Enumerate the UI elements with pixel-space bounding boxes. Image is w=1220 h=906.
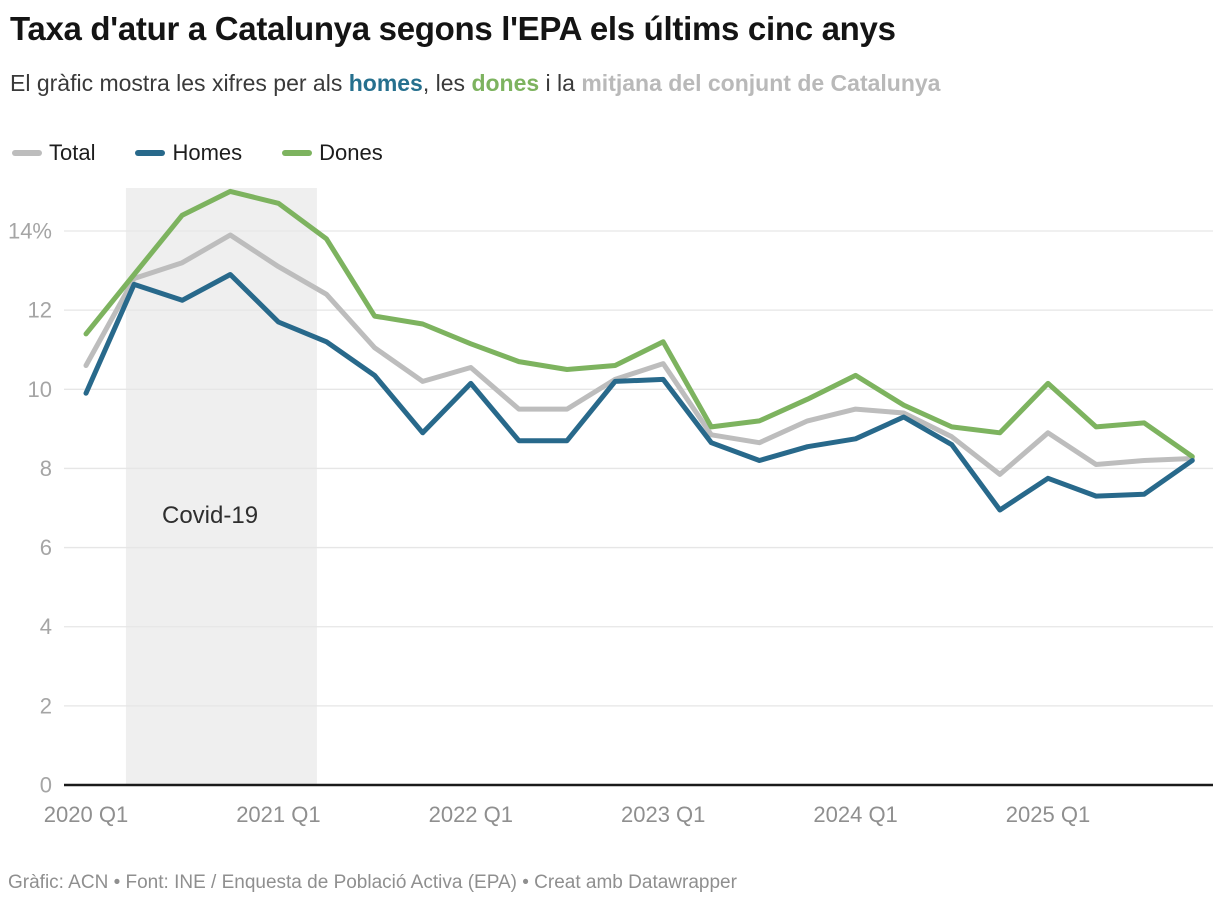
total-data-line xyxy=(83,232,1195,477)
y-axis-tick-label: 0 xyxy=(40,773,52,798)
legend-label-total: Total xyxy=(49,140,96,165)
legend-item-total: Total xyxy=(12,140,95,166)
homes-data-line xyxy=(83,272,1195,513)
x-axis-tick-label: 2023 Q1 xyxy=(621,802,705,827)
dones-line-swatch-icon xyxy=(282,150,313,156)
chart-byline: Gràfic: ACN • Font: INE / Enquesta de Po… xyxy=(8,872,737,893)
legend-label-homes: Homes xyxy=(172,140,243,165)
covid-period-band xyxy=(125,188,317,785)
legend-item-dones: Dones xyxy=(282,140,383,166)
y-axis-tick-label: 14% xyxy=(8,219,52,244)
x-axis-tick-label: 2021 Q1 xyxy=(236,802,320,827)
x-axis-tick-label: 2024 Q1 xyxy=(813,802,897,827)
y-axis-tick-label: 10 xyxy=(28,377,52,402)
subtitle-total-highlight: mitjana del conjunt de Catalunya xyxy=(581,69,941,96)
chart-header: Taxa d'atur a Catalunya segons l'EPA els… xyxy=(10,0,1210,97)
subtitle-homes-highlight: homes xyxy=(348,69,423,96)
dones-data-line xyxy=(83,188,1195,460)
legend-label-dones: Dones xyxy=(319,140,383,165)
y-axis-tick-label: 6 xyxy=(40,535,52,560)
legend-item-homes: Homes xyxy=(135,140,242,166)
subtitle-sep2: i la xyxy=(539,69,582,96)
x-axis-tick-label: 2022 Q1 xyxy=(429,802,513,827)
chart-legend: Total Homes Dones xyxy=(12,140,423,166)
x-axis-tick-label: 2025 Q1 xyxy=(1006,802,1090,827)
y-axis-tick-label: 12 xyxy=(28,298,52,323)
y-axis-tick-label: 8 xyxy=(40,456,52,481)
x-axis-tick-label: 2020 Q1 xyxy=(44,802,128,827)
subtitle-sep1: , les xyxy=(422,69,472,96)
chart-title: Taxa d'atur a Catalunya segons l'EPA els… xyxy=(10,10,896,47)
total-line-swatch-icon xyxy=(12,150,42,156)
covid-annotation-label: Covid-19 xyxy=(162,502,258,529)
y-axis-tick-label: 2 xyxy=(40,693,52,718)
y-axis-tick-label: 4 xyxy=(40,614,52,639)
homes-line-swatch-icon xyxy=(135,150,166,156)
subtitle-dones-highlight: dones xyxy=(471,69,540,96)
chart-subtitle: El gràfic mostra les xifres per als home… xyxy=(10,70,1210,97)
subtitle-prefix: El gràfic mostra les xifres per als xyxy=(10,69,349,96)
